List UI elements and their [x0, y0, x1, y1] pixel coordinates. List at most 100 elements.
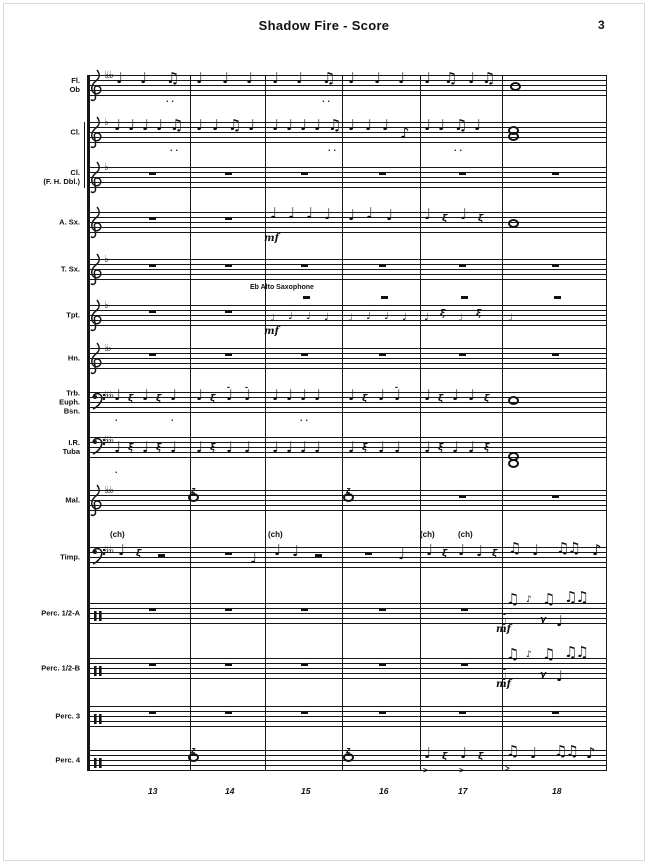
rest-glyph	[379, 172, 386, 175]
rest-glyph: ξ	[362, 394, 368, 404]
note-glyph	[343, 745, 354, 762]
note-glyph: ♩	[556, 667, 564, 685]
note-glyph: ♩	[426, 541, 434, 559]
note-glyph: ♩	[196, 438, 204, 456]
staff-label-line: Bsn.	[63, 406, 80, 416]
key-signature-flats: ♭	[104, 300, 109, 311]
rest-glyph	[303, 296, 310, 299]
staff-label-line: Timp.	[60, 552, 80, 562]
rest-glyph: ξ	[438, 443, 444, 453]
annotation-text: Eb Alto Saxophone	[250, 284, 314, 291]
rest-glyph: ξ	[136, 549, 142, 559]
note-glyph: ♩	[556, 612, 564, 630]
note-glyph: ♩	[196, 386, 204, 404]
staff-label-timp: Timp.	[0, 553, 80, 562]
staff-label-line: Tuba	[62, 447, 80, 456]
note-glyph: ♩	[114, 116, 122, 134]
note-glyph: ♩	[114, 438, 122, 456]
perc-clef-icon	[94, 755, 102, 773]
rest-glyph	[301, 353, 308, 356]
note-glyph: ♩	[424, 438, 432, 456]
rest-glyph	[149, 217, 156, 220]
rest-glyph	[461, 296, 468, 299]
staff-label-line: Fl.	[71, 76, 80, 85]
rest-glyph	[225, 663, 232, 666]
rest-glyph: ξ	[440, 309, 446, 319]
note-glyph: ♩	[452, 438, 460, 456]
key-signature-flats: ♭♭♭	[104, 435, 114, 446]
rest-glyph	[149, 310, 156, 313]
note-glyph: ♩	[348, 206, 356, 224]
rest-glyph	[301, 264, 308, 267]
rest-glyph	[149, 608, 156, 611]
rest-glyph	[459, 264, 466, 267]
note-glyph: ♩	[378, 438, 386, 456]
note-glyph: ♩	[222, 69, 230, 87]
note-glyph: ♩	[272, 69, 280, 87]
treble-clef-icon	[89, 161, 104, 199]
rest-glyph: ξ	[210, 443, 216, 453]
staff-label-cl: Cl.	[0, 128, 80, 137]
note-glyph: ♫♫	[554, 742, 579, 760]
treble-clef-icon	[89, 484, 104, 522]
note-glyph: ♫	[482, 69, 496, 87]
note-glyph	[188, 745, 199, 762]
staff-label-trb-euph-bsn: Trb. Euph. Bsn.	[0, 389, 80, 416]
perc-clef-icon	[94, 608, 102, 626]
barline	[502, 75, 503, 771]
staff-lines-a-sx	[88, 212, 607, 233]
note-glyph: ♫	[444, 69, 458, 87]
note-glyph: ♩	[424, 69, 432, 87]
note-glyph: ♩	[114, 386, 122, 404]
note-glyph: ♩	[306, 311, 311, 322]
bass-clef-icon	[91, 436, 106, 460]
staff-lines-trb-euph-bsn	[88, 392, 607, 413]
rest-glyph	[461, 608, 468, 611]
annotation-text: (ch)	[268, 530, 283, 539]
treble-clef-icon	[89, 69, 104, 107]
note-glyph: ♩	[300, 116, 308, 134]
rest-glyph: γ	[540, 670, 547, 680]
staff-label-line: Trb.	[66, 388, 80, 398]
rest-glyph	[301, 711, 308, 714]
annotation-text: .	[115, 413, 121, 423]
note-glyph: ♩	[424, 744, 432, 762]
note-glyph: ♩	[508, 313, 513, 324]
staff-label-line: Perc. 3	[55, 711, 80, 721]
perc-clef-icon	[94, 663, 102, 681]
note-glyph: ♩	[272, 438, 280, 456]
note-glyph: ♩	[248, 116, 256, 134]
note-glyph: ♩	[324, 205, 332, 223]
note-glyph: ♪	[592, 541, 602, 559]
measure-number: 15	[301, 786, 311, 796]
note-glyph	[508, 396, 519, 405]
note-glyph: ♩	[366, 204, 374, 222]
note-glyph: ♩	[424, 312, 429, 323]
annotation-text: >	[505, 764, 510, 773]
note-glyph: ♩	[196, 116, 204, 134]
rest-glyph: ξ	[442, 214, 448, 224]
note-glyph: ♩	[142, 116, 150, 134]
note-glyph: ♩	[270, 313, 275, 324]
rest-glyph	[315, 554, 322, 557]
note-glyph: ♫	[322, 69, 336, 87]
note-glyph: ♩	[156, 116, 164, 134]
annotation-text: mf	[496, 679, 511, 690]
note-glyph: ♩	[226, 438, 234, 456]
note-glyph: ♫	[228, 116, 242, 134]
note-glyph: ♩	[270, 204, 278, 222]
note-glyph: ♫	[170, 116, 184, 134]
note-glyph: ♫	[454, 116, 468, 134]
staff-lines-timp	[88, 547, 607, 568]
note-glyph: ♩	[142, 386, 150, 404]
note-glyph: ♩	[286, 386, 294, 404]
note-glyph: ♩	[196, 69, 204, 87]
note-glyph: ♩	[272, 386, 280, 404]
note-glyph: ♩	[286, 116, 294, 134]
note-glyph: ♩	[226, 386, 234, 404]
note-glyph: ♩	[348, 116, 356, 134]
staff-lines-t-sx	[88, 259, 607, 280]
note-glyph: ♩	[300, 386, 308, 404]
rest-glyph	[552, 264, 559, 267]
